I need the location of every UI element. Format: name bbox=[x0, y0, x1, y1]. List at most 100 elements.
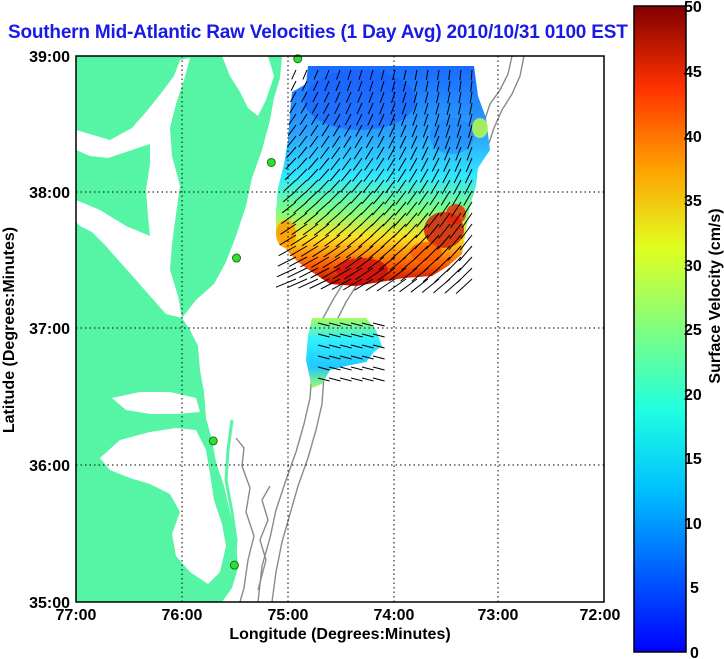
velocity-arrow bbox=[391, 80, 396, 92]
velocity-arrow bbox=[410, 135, 418, 149]
velocity-arrow bbox=[339, 366, 352, 371]
x-tick: 72:00 bbox=[580, 607, 621, 624]
velocity-arrow bbox=[334, 245, 352, 258]
velocity-arrow bbox=[357, 234, 374, 248]
delaware-bay bbox=[222, 56, 274, 116]
velocity-arrow bbox=[317, 179, 330, 193]
velocity-arrow bbox=[425, 80, 429, 92]
velocity-arrow bbox=[333, 113, 341, 126]
velocity-arrow bbox=[359, 212, 374, 227]
velocity-arrow bbox=[323, 245, 341, 258]
velocity-arrow bbox=[396, 179, 407, 194]
velocity-arrow bbox=[331, 278, 352, 290]
velocity-arrow bbox=[378, 113, 385, 126]
velocity-arrow bbox=[351, 179, 363, 193]
velocity-arrow bbox=[340, 168, 352, 182]
velocity-arrow bbox=[319, 157, 330, 171]
velocity-arrow bbox=[358, 69, 363, 80]
colorbar-label: Surface Velocity (cm/s) bbox=[707, 208, 724, 383]
velocity-arrow bbox=[350, 366, 363, 371]
velocity-arrow bbox=[306, 179, 319, 192]
velocity-arrow bbox=[371, 212, 385, 227]
velocity-arrow bbox=[438, 223, 451, 239]
velocity-arrow bbox=[304, 201, 319, 214]
colorbar-tick: 5 bbox=[690, 580, 699, 597]
velocity-arrow bbox=[350, 377, 363, 382]
velocity-arrow bbox=[280, 223, 297, 235]
velocity-arrow bbox=[468, 113, 473, 127]
velocity-arrow bbox=[463, 190, 473, 206]
velocity-arrow bbox=[369, 234, 385, 249]
velocity-arrow bbox=[447, 245, 462, 262]
velocity-arrow bbox=[287, 267, 308, 278]
velocity-arrow bbox=[290, 80, 297, 91]
velocity-arrow bbox=[400, 124, 407, 138]
velocity-arrow bbox=[422, 124, 429, 138]
velocity-arrow bbox=[397, 157, 407, 172]
velocity-vectors bbox=[275, 69, 473, 382]
velocity-arrow bbox=[312, 91, 319, 103]
hf-radar-stations bbox=[208, 54, 303, 570]
velocity-arrow bbox=[311, 102, 319, 114]
velocity-arrow bbox=[389, 256, 407, 271]
velocity-arrow bbox=[364, 146, 374, 160]
velocity-arrow bbox=[457, 113, 462, 127]
velocity-arrow bbox=[449, 223, 462, 240]
velocity-arrow bbox=[317, 377, 330, 382]
velocity-arrow bbox=[319, 146, 330, 159]
station-marker bbox=[266, 157, 276, 167]
velocity-arrow bbox=[313, 234, 330, 247]
velocity-arrow bbox=[466, 146, 473, 161]
velocity-arrow bbox=[402, 80, 407, 92]
velocity-arrow bbox=[441, 179, 451, 195]
velocity-arrow bbox=[314, 212, 330, 225]
colorbar-tick: 10 bbox=[684, 516, 702, 533]
velocity-arrow bbox=[310, 267, 330, 279]
velocity-arrow bbox=[339, 344, 352, 349]
velocity-arrow bbox=[335, 234, 352, 248]
velocity-arrow bbox=[275, 278, 297, 288]
velocity-arrow bbox=[436, 245, 451, 261]
velocity-arrow bbox=[364, 157, 374, 171]
velocity-arrow bbox=[401, 256, 418, 271]
velocity-arrow bbox=[379, 245, 396, 260]
velocity-arrow bbox=[411, 124, 418, 138]
velocity-arrow bbox=[289, 245, 308, 257]
velocity-arrow bbox=[324, 69, 330, 80]
velocity-arrow bbox=[362, 179, 374, 194]
velocity-arrow bbox=[294, 179, 308, 192]
velocity-arrow bbox=[352, 157, 363, 171]
velocity-arrow bbox=[358, 223, 374, 237]
velocity-arrow bbox=[379, 91, 385, 103]
velocity-arrow bbox=[434, 113, 440, 127]
velocity-arrow bbox=[347, 69, 352, 80]
velocity-arrow bbox=[459, 69, 462, 81]
velocity-arrow bbox=[328, 377, 341, 382]
velocity-arrow bbox=[440, 190, 451, 206]
velocity-arrow bbox=[415, 223, 429, 239]
velocity-arrow bbox=[373, 179, 385, 194]
velocity-arrow bbox=[377, 267, 396, 281]
x-tick: 76:00 bbox=[162, 607, 203, 624]
velocity-arrow bbox=[355, 267, 374, 281]
velocity-arrow bbox=[365, 135, 374, 149]
velocity-arrow bbox=[343, 135, 352, 148]
velocity-arrow bbox=[368, 91, 374, 103]
velocity-arrow bbox=[324, 80, 330, 92]
velocity-arrow bbox=[408, 168, 418, 183]
velocity-arrow bbox=[454, 157, 462, 172]
velocity-arrow bbox=[350, 190, 363, 204]
velocity-arrow bbox=[329, 168, 341, 182]
pamlico-sound bbox=[100, 428, 226, 584]
velocity-arrow bbox=[455, 135, 462, 150]
velocity-arrow bbox=[369, 80, 374, 92]
velocity-arrow bbox=[436, 80, 440, 92]
velocity-arrow bbox=[457, 256, 473, 273]
velocity-arrow bbox=[339, 333, 352, 338]
x-axis-ticks: 77:00 76:00 75:00 74:00 73:00 72:00 bbox=[56, 607, 621, 624]
velocity-arrow bbox=[434, 124, 440, 138]
velocity-arrow bbox=[443, 157, 451, 172]
grid bbox=[76, 56, 604, 602]
velocity-arrow bbox=[367, 102, 374, 115]
velocity-arrow bbox=[317, 344, 330, 349]
